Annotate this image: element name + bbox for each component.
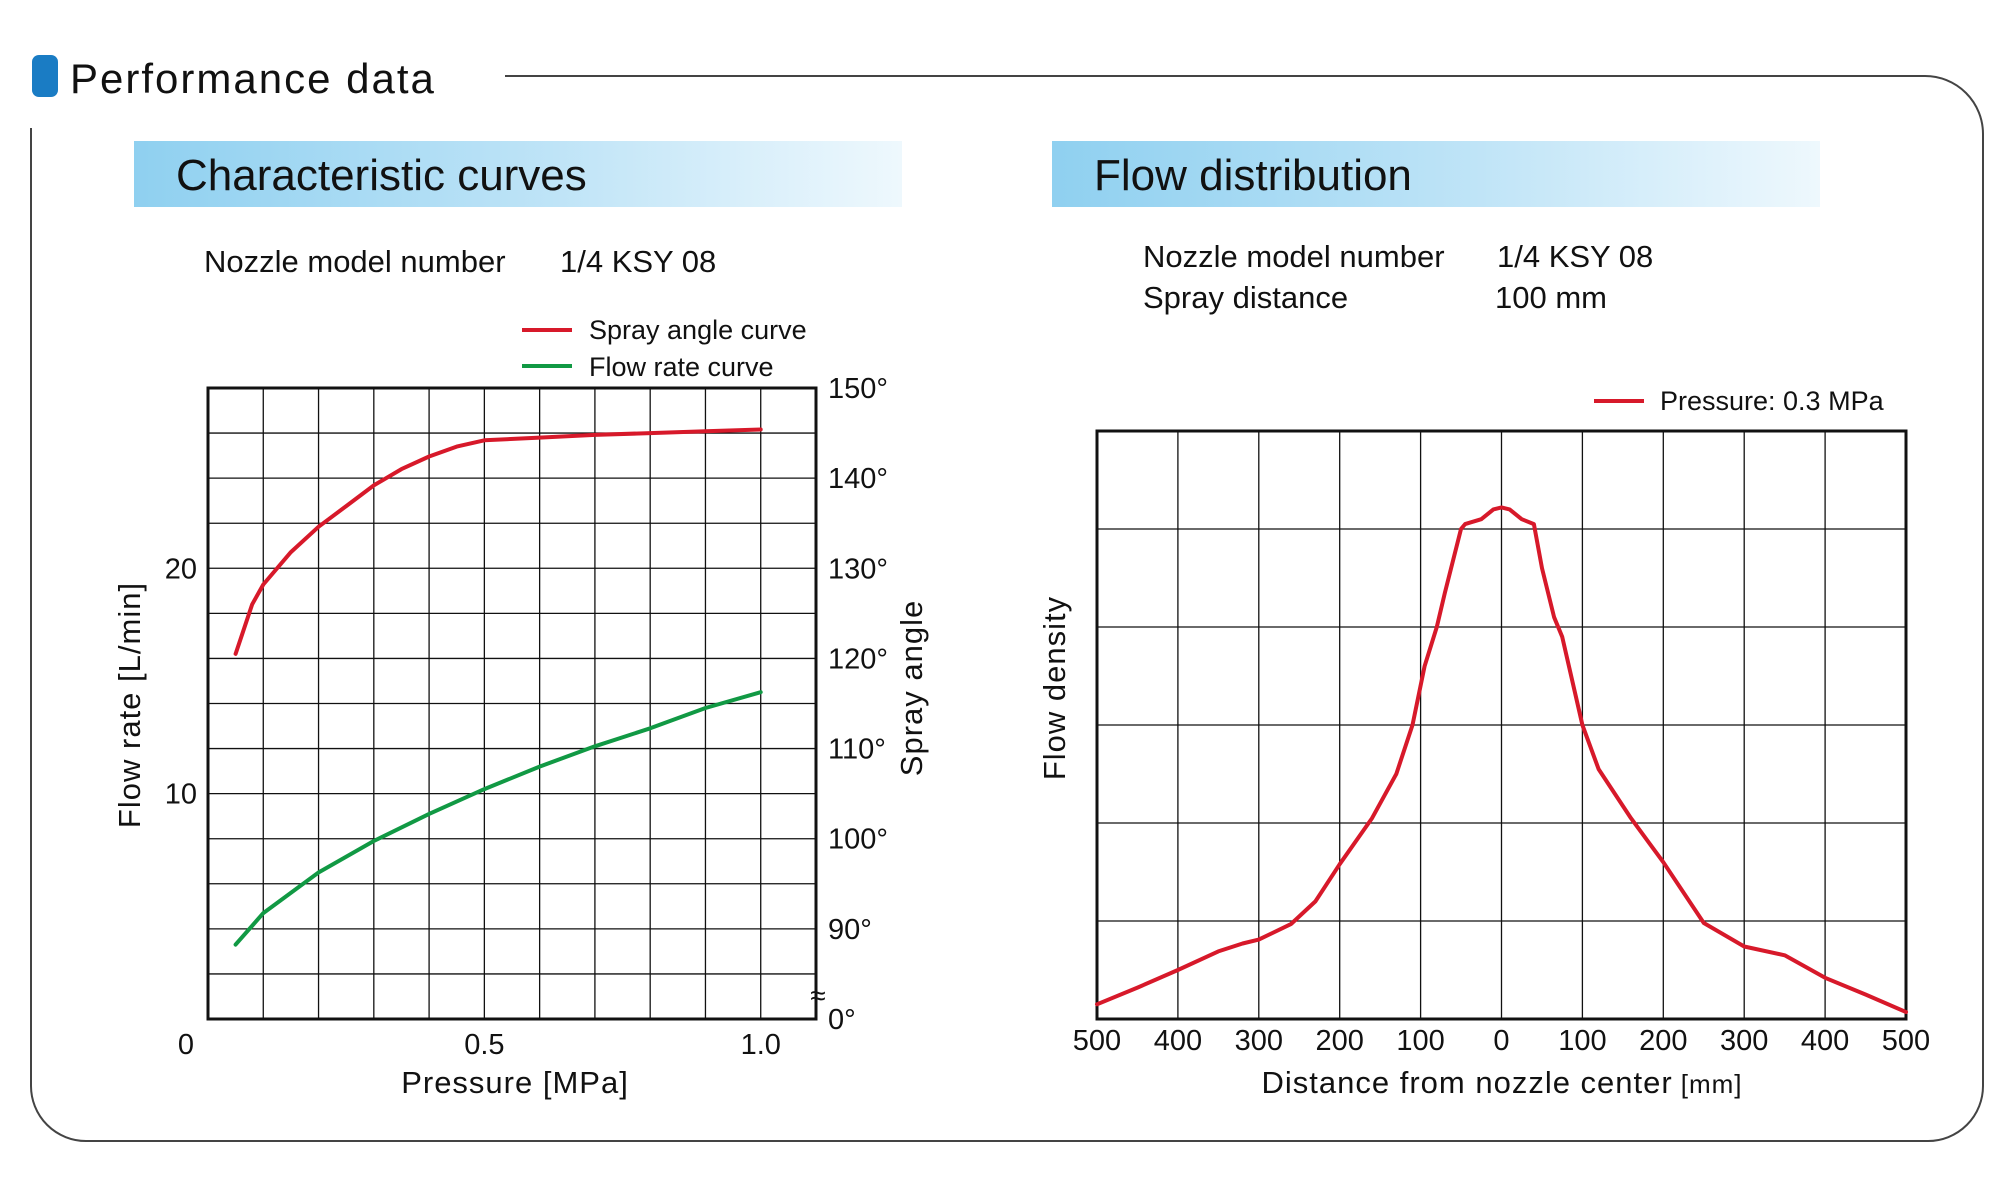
left-x-tick-label: 1.0 (741, 1029, 781, 1061)
spray-distance-value: 100 mm (1495, 280, 1607, 315)
right-y-tick-label: 120° (828, 643, 888, 675)
characteristic-curves-header-band (134, 141, 902, 207)
left-chart-x-axis-title: Pressure [MPa] (401, 1065, 629, 1100)
left-chart-y2-axis-title: Spray angle (894, 600, 929, 776)
right-y-tick-label: 0° (828, 1004, 856, 1036)
right-x-tick-label: 200 (1639, 1025, 1687, 1057)
right-chart-x-axis-unit: [mm] (1681, 1069, 1743, 1099)
left-model-label: Nozzle model number (204, 244, 506, 279)
right-y-tick-label: 140° (828, 463, 888, 495)
right-x-tick-label: 100 (1558, 1025, 1606, 1057)
left-chart-series (233, 427, 763, 947)
left-chart-y-axis-title: Flow rate [L/min] (112, 582, 147, 828)
right-chart-x-axis-title: Distance from nozzle center [mm] (1262, 1065, 1743, 1100)
right-x-tick-label: 200 (1316, 1025, 1364, 1057)
left-y-tick-label: 10 (165, 779, 197, 811)
flow-distribution-header-band (1052, 141, 1820, 207)
legend-flow-rate-label: Flow rate curve (589, 352, 774, 382)
panel-frame (30, 75, 1984, 1142)
left-axis-break-symbol: ≈ (810, 980, 825, 1011)
right-x-tick-label: 300 (1720, 1025, 1768, 1057)
legend-spray-angle-label: Spray angle curve (589, 315, 807, 345)
right-x-tick-label: 0 (1493, 1025, 1509, 1057)
right-y-tick-label: 90° (828, 914, 872, 946)
left-model-value: 1/4 KSY 08 (560, 244, 716, 279)
right-y-tick-label: 130° (828, 553, 888, 585)
right-chart-plot-frame (1095, 429, 1908, 1021)
flow-rate-curve-line (233, 690, 763, 947)
right-model-label: Nozzle model number (1143, 239, 1445, 274)
legend-pressure-label: Pressure: 0.3 MPa (1660, 386, 1885, 416)
spray-distance-label: Spray distance (1143, 280, 1348, 315)
left-chart-plot-frame (206, 386, 818, 1021)
right-x-tick-label: 500 (1073, 1025, 1121, 1057)
right-x-tick-label: 400 (1801, 1025, 1849, 1057)
right-x-tick-label: 100 (1396, 1025, 1444, 1057)
right-model-value: 1/4 KSY 08 (1497, 239, 1653, 274)
flow-distribution-line (1095, 505, 1908, 1015)
left-y-tick-label: 20 (165, 553, 197, 585)
right-chart-tick-labels: 500 400 300 200 100 0 100 200 300 400 500 (1073, 1025, 1930, 1057)
flow-distribution-header: Flow distribution (1094, 151, 1412, 200)
spray-angle-curve-line (233, 427, 763, 656)
right-y-tick-label: 150° (828, 373, 888, 405)
right-y-tick-label: 110° (828, 734, 886, 766)
right-x-tick-label: 400 (1154, 1025, 1202, 1057)
left-x-tick-label: 0.5 (464, 1029, 504, 1061)
right-x-tick-label: 300 (1235, 1025, 1283, 1057)
right-y-tick-label: 100° (828, 824, 888, 856)
left-x-tick-label: 0 (178, 1029, 194, 1061)
right-chart-grid (1097, 431, 1906, 1019)
right-x-tick-label: 500 (1882, 1025, 1930, 1057)
title-accent-marker (32, 55, 58, 97)
right-chart-y-axis-title: Flow density (1037, 596, 1072, 780)
left-chart-tick-labels: 0 0.5 1.0 10 20 150° 140° 130° 120° 110° 100° 90° 0° (165, 373, 888, 1061)
characteristic-curves-header: Characteristic curves (176, 151, 587, 200)
page-title: Performance data (70, 55, 436, 102)
right-chart-x-axis-title-main: Distance from nozzle center (1262, 1065, 1673, 1100)
right-chart-series (1095, 505, 1908, 1015)
